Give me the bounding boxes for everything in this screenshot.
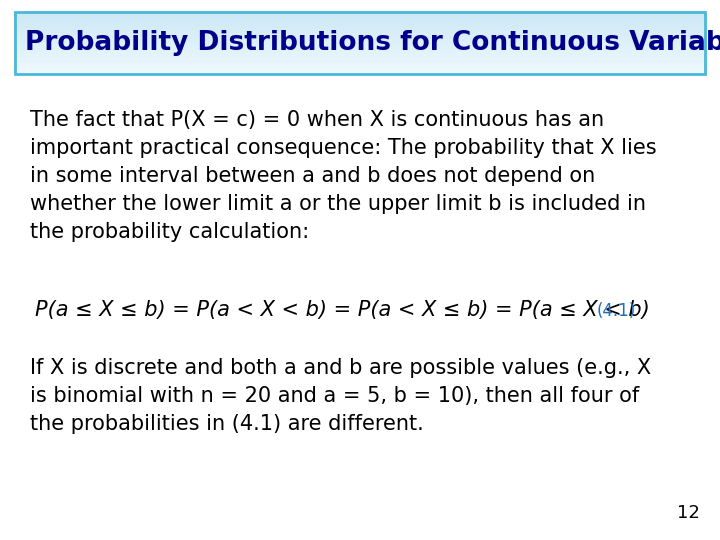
Bar bbox=[15, 31, 705, 32]
Bar bbox=[15, 45, 705, 47]
Bar bbox=[15, 15, 705, 16]
Bar bbox=[15, 63, 705, 65]
Bar bbox=[15, 35, 705, 36]
Text: whether the lower limit a or the upper limit b is included in: whether the lower limit a or the upper l… bbox=[30, 194, 646, 214]
Bar bbox=[15, 39, 705, 41]
Text: the probabilities in (4.1) are different.: the probabilities in (4.1) are different… bbox=[30, 414, 424, 434]
Text: The fact that P(X = c) = 0 when X is continuous has an: The fact that P(X = c) = 0 when X is con… bbox=[30, 110, 604, 130]
Bar bbox=[15, 32, 705, 33]
Bar bbox=[15, 49, 705, 51]
Bar bbox=[15, 59, 705, 61]
Text: is binomial with n = 20 and a = 5, b = 10), then all four of: is binomial with n = 20 and a = 5, b = 1… bbox=[30, 386, 639, 406]
Bar bbox=[15, 29, 705, 31]
Bar bbox=[15, 53, 705, 55]
Bar bbox=[15, 71, 705, 73]
Bar bbox=[15, 52, 705, 53]
Text: If X is discrete and both a and b are possible values (e.g., X: If X is discrete and both a and b are po… bbox=[30, 358, 651, 378]
Text: (4.1): (4.1) bbox=[597, 302, 636, 320]
Bar bbox=[15, 73, 705, 75]
Text: in some interval between a and b does not depend on: in some interval between a and b does no… bbox=[30, 166, 595, 186]
Bar bbox=[15, 25, 705, 28]
Text: P(a ≤ X ≤ b) = P(a < X < b) = P(a < X ≤ b) = P(a ≤ X < b): P(a ≤ X ≤ b) = P(a < X < b) = P(a < X ≤ … bbox=[35, 300, 649, 320]
Bar bbox=[15, 50, 705, 52]
Bar bbox=[15, 65, 705, 67]
Bar bbox=[15, 36, 705, 37]
Bar bbox=[15, 18, 705, 20]
Bar bbox=[15, 57, 705, 58]
Bar bbox=[15, 68, 705, 70]
Bar bbox=[15, 64, 705, 66]
Bar bbox=[15, 48, 705, 50]
Bar bbox=[15, 43, 705, 45]
Bar bbox=[15, 54, 705, 56]
Bar bbox=[15, 19, 705, 21]
Bar bbox=[15, 33, 705, 35]
Bar bbox=[15, 38, 705, 40]
Text: 12: 12 bbox=[677, 504, 700, 522]
Bar bbox=[15, 14, 705, 15]
Bar bbox=[15, 37, 705, 38]
Bar bbox=[15, 28, 705, 30]
Bar bbox=[15, 21, 705, 23]
Bar bbox=[15, 47, 705, 49]
Bar bbox=[15, 22, 705, 24]
Bar bbox=[15, 42, 705, 44]
Bar bbox=[15, 62, 705, 63]
Bar bbox=[15, 66, 705, 68]
Bar bbox=[15, 56, 705, 57]
Bar bbox=[15, 69, 705, 71]
Bar bbox=[15, 70, 705, 72]
Text: Probability Distributions for Continuous Variables: Probability Distributions for Continuous… bbox=[25, 30, 720, 56]
Bar bbox=[15, 16, 705, 17]
Text: the probability calculation:: the probability calculation: bbox=[30, 222, 309, 242]
Bar bbox=[15, 23, 705, 25]
Bar bbox=[15, 58, 705, 59]
Bar bbox=[15, 12, 705, 14]
Bar bbox=[15, 12, 705, 74]
Text: important practical consequence: The probability that X lies: important practical consequence: The pro… bbox=[30, 138, 657, 158]
Bar bbox=[15, 40, 705, 42]
Bar bbox=[15, 24, 705, 26]
Bar bbox=[15, 17, 705, 19]
Bar bbox=[15, 44, 705, 46]
Bar bbox=[15, 60, 705, 62]
Bar bbox=[15, 27, 705, 29]
